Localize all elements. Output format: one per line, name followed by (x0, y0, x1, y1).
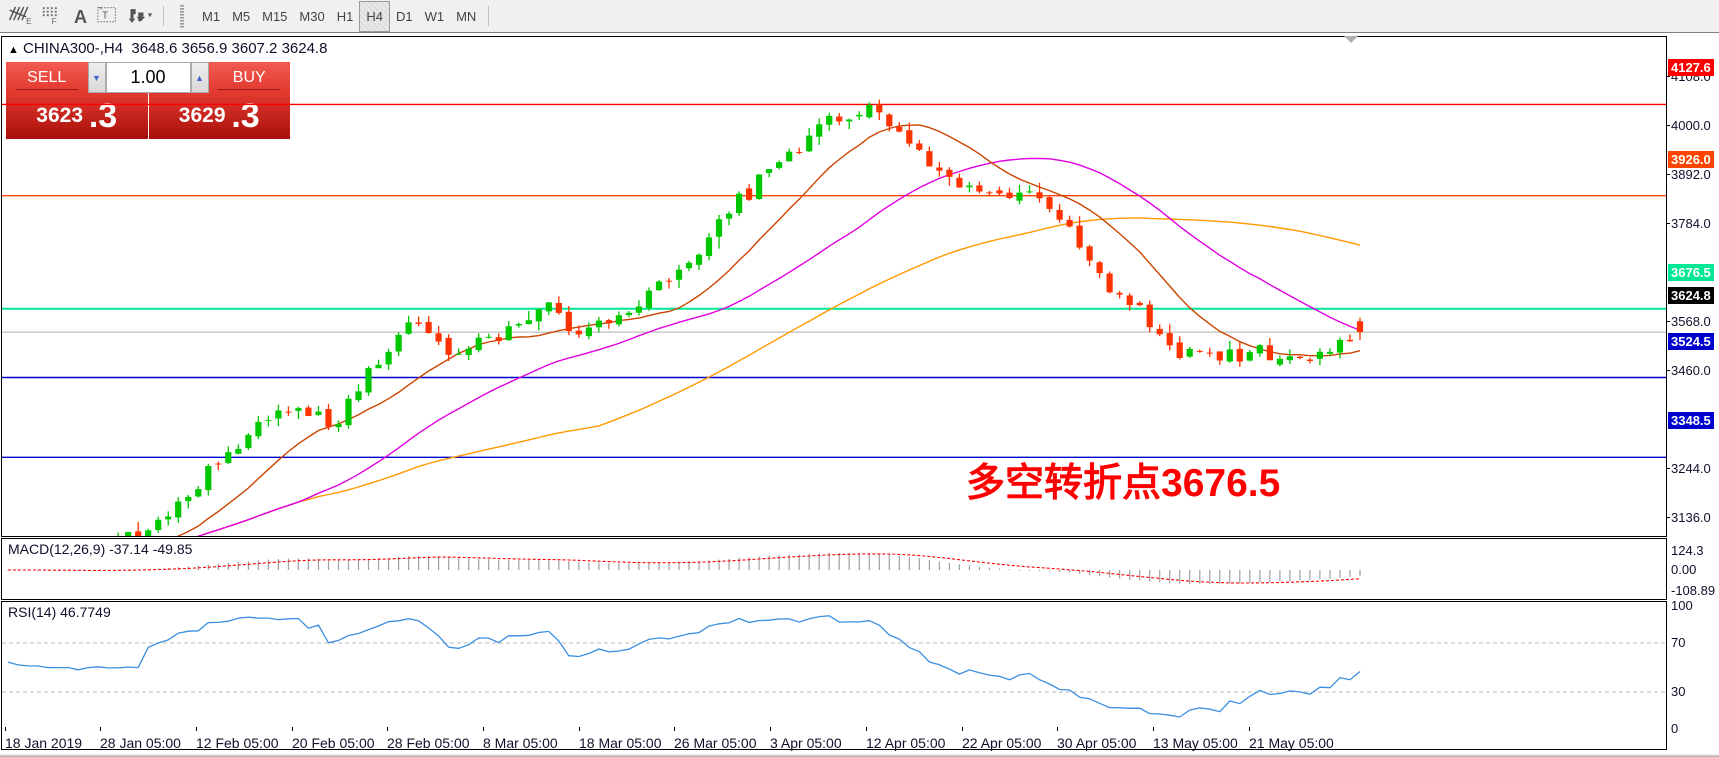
svg-text:T: T (102, 11, 108, 22)
svg-text:F: F (52, 17, 57, 26)
svg-text:E: E (26, 17, 32, 26)
